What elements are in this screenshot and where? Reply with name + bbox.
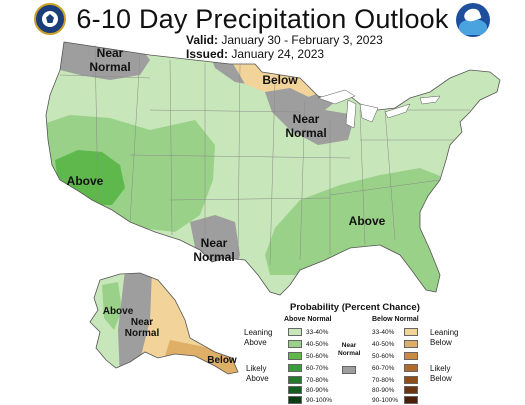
legend-below-row: 50-60% bbox=[372, 352, 418, 360]
legend-above-33-40-swatch bbox=[288, 328, 302, 336]
legend-below-60-70-label: 60-70% bbox=[372, 364, 395, 372]
legend-near-normal-label: Near Normal bbox=[338, 342, 361, 357]
legend-below-50-60-label: 50-60% bbox=[372, 352, 395, 360]
legend-above-row: 33-40% bbox=[288, 328, 338, 336]
legend-below-header: Below Normal bbox=[372, 316, 419, 323]
legend-above-70-80-swatch bbox=[288, 376, 302, 384]
label-near-normal-alaska: Near Normal bbox=[124, 317, 160, 339]
legend-below-40-50-label: 40-50% bbox=[372, 340, 395, 348]
legend-above-70-80-label: 70-80% bbox=[306, 376, 329, 384]
legend-below-row: 33-40% bbox=[372, 328, 418, 336]
commerce-seal-icon bbox=[34, 3, 66, 35]
legend-below-90-100-label: 90-100% bbox=[372, 396, 399, 404]
legend-above-row: 60-70% bbox=[288, 364, 338, 372]
legend-above-60-70-label: 60-70% bbox=[306, 364, 329, 372]
legend-below-row: 70-80% bbox=[372, 376, 418, 384]
legend-below-row: 40-50% bbox=[372, 340, 418, 348]
label-above-california: Above bbox=[66, 174, 104, 188]
legend-below-row: 90-100% bbox=[372, 396, 418, 404]
legend-above-row: 90-100% bbox=[288, 396, 338, 404]
label-below-alaska: Below bbox=[207, 355, 237, 366]
legend-below-60-70-swatch bbox=[404, 364, 418, 372]
legend-above-40-50-swatch bbox=[288, 340, 302, 348]
valid-value: January 30 - February 3, 2023 bbox=[221, 33, 383, 47]
legend-above-33-40-label: 33-40% bbox=[306, 328, 329, 336]
near-normal-great-lakes-area bbox=[265, 88, 355, 145]
legend-near-normal-swatch bbox=[342, 366, 356, 374]
label-above-alaska: Above bbox=[102, 306, 134, 317]
legend-above-80-90-label: 80-90% bbox=[306, 386, 329, 394]
label-below-upper-midwest: Below bbox=[262, 73, 298, 87]
great-lakes bbox=[317, 89, 441, 129]
label-near-normal-great-lakes: Near Normal bbox=[285, 112, 327, 140]
legend-below-90-100-swatch bbox=[404, 396, 418, 404]
legend-above-header: Above Normal bbox=[284, 316, 332, 323]
legend-below-70-80-swatch bbox=[404, 376, 418, 384]
issued-value: January 24, 2023 bbox=[231, 47, 325, 61]
legend-above-80-90-swatch bbox=[288, 386, 302, 394]
valid-label: Valid: bbox=[186, 33, 219, 47]
legend-above-row: 50-60% bbox=[288, 352, 338, 360]
page-title: 6-10 Day Precipitation Outlook bbox=[76, 4, 449, 34]
valid-dates: Valid: January 30 - February 3, 2023 bbox=[186, 33, 383, 47]
legend-above-90-100-swatch bbox=[288, 396, 302, 404]
legend-above-50-60-swatch bbox=[288, 352, 302, 360]
legend-title: Probability (Percent Chance) bbox=[290, 302, 420, 313]
issued-label: Issued: bbox=[186, 47, 229, 61]
legend-likely-below: Likely Below bbox=[430, 364, 452, 383]
likely-above-west-area bbox=[46, 115, 215, 232]
legend-likely-above: Likely Above bbox=[246, 364, 269, 383]
legend-above-90-100-label: 90-100% bbox=[306, 396, 333, 404]
legend-above-40-50-label: 40-50% bbox=[306, 340, 329, 348]
alaska-outline bbox=[89, 272, 239, 375]
legend-leaning-above: Leaning Above bbox=[244, 328, 273, 347]
legend-below-40-50-swatch bbox=[404, 340, 418, 348]
legend-above-60-70-swatch bbox=[288, 364, 302, 372]
legend-below-80-90-label: 80-90% bbox=[372, 386, 395, 394]
legend-below-33-40-label: 33-40% bbox=[372, 328, 395, 336]
label-near-normal-northwest: Near Normal bbox=[89, 46, 131, 74]
issued-date: Issued: January 24, 2023 bbox=[186, 47, 324, 61]
legend-above-row: 40-50% bbox=[288, 340, 338, 348]
legend-above-row: 80-90% bbox=[288, 386, 338, 394]
state-boundaries bbox=[59, 44, 470, 266]
legend-below-70-80-label: 70-80% bbox=[372, 376, 395, 384]
legend-above-row: 70-80% bbox=[288, 376, 338, 384]
legend-above-50-60-label: 50-60% bbox=[306, 352, 329, 360]
legend-below-80-90-swatch bbox=[404, 386, 418, 394]
label-above-southeast: Above bbox=[348, 214, 386, 228]
legend-below-row: 80-90% bbox=[372, 386, 418, 394]
legend-below-33-40-swatch bbox=[404, 328, 418, 336]
label-near-normal-texas: Near Normal bbox=[193, 236, 235, 264]
legend-below-row: 60-70% bbox=[372, 364, 418, 372]
noaa-logo-icon bbox=[456, 3, 490, 37]
legend-leaning-below: Leaning Below bbox=[430, 328, 459, 347]
legend-below-50-60-swatch bbox=[404, 352, 418, 360]
